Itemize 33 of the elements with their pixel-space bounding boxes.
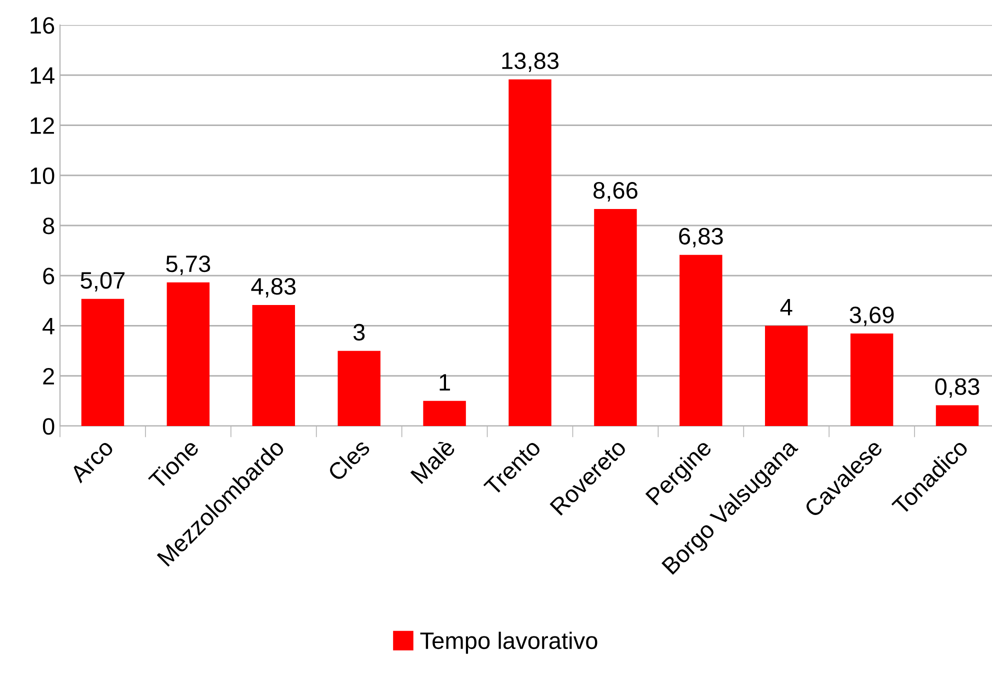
data-label: 6,83: [679, 228, 723, 248]
bar: [81, 298, 124, 426]
bar: [594, 208, 637, 426]
bar: [423, 400, 466, 426]
y-tick-label: 0: [42, 418, 54, 435]
data-label: 13,83: [502, 52, 559, 72]
bar: [252, 304, 295, 426]
y-tick-label: 16: [30, 17, 54, 34]
data-label: 5,07: [80, 272, 125, 292]
data-label: 3,69: [850, 306, 894, 326]
x-tick-label: Cles: [326, 438, 371, 482]
legend-label: Tempo lavorativo: [420, 632, 598, 654]
data-label: 8,66: [594, 182, 638, 202]
bar: [850, 334, 894, 426]
y-tick-label: 10: [30, 167, 54, 184]
data-label: 1: [440, 374, 450, 390]
y-tick-label: 8: [43, 218, 54, 234]
bar: [680, 254, 722, 426]
bar: [338, 350, 380, 426]
y-tick-label: 2: [43, 368, 54, 384]
data-label: 4: [780, 299, 792, 316]
bar: [166, 282, 210, 426]
y-tick-label: 6: [43, 268, 54, 284]
y-tick-label: 12: [30, 117, 54, 134]
data-label: 0,83: [935, 378, 980, 398]
bar: [936, 405, 979, 426]
data-label: 4,83: [251, 278, 296, 298]
data-label: 5,73: [166, 255, 210, 275]
bar: [765, 326, 808, 426]
bar: [508, 79, 552, 426]
y-tick-label: 4: [42, 318, 54, 334]
data-label: 3: [353, 324, 365, 341]
y-tick-label: 14: [30, 67, 54, 84]
